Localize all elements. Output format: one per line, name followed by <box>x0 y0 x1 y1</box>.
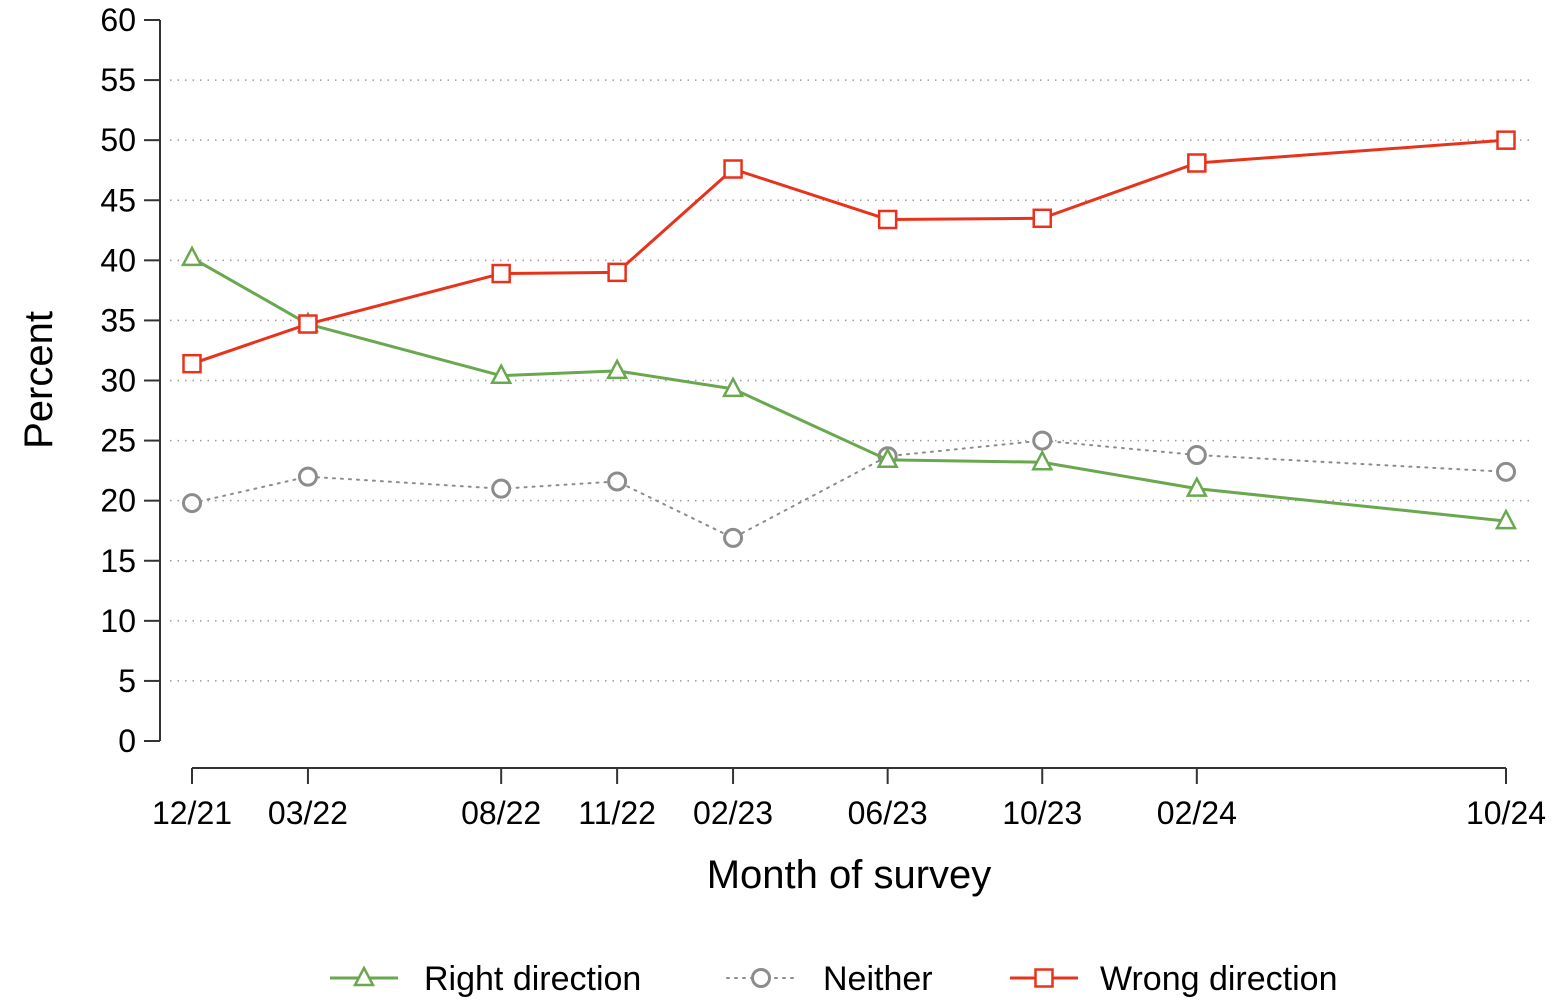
data-point-wrong-direction <box>1032 208 1052 229</box>
y-tick-label: 0 <box>118 723 136 759</box>
x-tick-label: 06/23 <box>848 795 928 831</box>
data-point-wrong-direction <box>607 262 627 283</box>
data-point-neither <box>1186 445 1207 466</box>
series-line-neither <box>191 439 1507 539</box>
y-tick-label: 45 <box>100 182 136 218</box>
axes: 0 5 10 15 20 25 30 35 40 45 50 55 60 12/21 03/22 08/22 1… <box>100 2 1546 831</box>
x-tick-label: 02/24 <box>1157 795 1237 831</box>
data-point-right-direction <box>721 376 745 398</box>
data-point-right-direction <box>876 447 899 469</box>
legend-marker <box>1034 968 1054 988</box>
data-point-right-direction <box>1031 449 1054 471</box>
x-tick-label: 10/24 <box>1466 795 1546 831</box>
data-point-neither <box>1496 461 1516 482</box>
y-tick-label: 5 <box>118 663 136 699</box>
series-wrong-direction <box>182 130 1516 374</box>
data-point-wrong-direction <box>491 263 511 284</box>
data-point-right-direction <box>180 245 204 267</box>
data-point-right-direction <box>1185 475 1208 497</box>
y-tick-label: 35 <box>100 302 136 338</box>
y-tick-label: 50 <box>100 122 136 158</box>
legend-item-neither: Neither <box>726 960 933 998</box>
x-tick-label: 11/22 <box>578 795 656 831</box>
y-tick-label: 30 <box>100 363 136 399</box>
data-point-wrong-direction <box>182 353 202 374</box>
data-point-neither <box>1032 430 1053 451</box>
data-point-wrong-direction <box>877 209 898 230</box>
y-tick-label: 15 <box>100 543 136 579</box>
series-right-direction <box>180 245 1518 530</box>
legend-marker <box>352 965 376 987</box>
data-point-wrong-direction <box>723 159 743 179</box>
x-tick-label: 02/23 <box>693 795 773 831</box>
data-point-wrong-direction <box>1496 130 1516 150</box>
y-tick-label: 10 <box>100 603 136 639</box>
legend-item-right-direction: Right direction <box>330 960 641 998</box>
data-point-neither <box>182 493 202 514</box>
data-point-neither <box>607 471 628 492</box>
data-point-wrong-direction <box>1187 153 1207 173</box>
gridlines <box>170 79 1535 682</box>
data-point-right-direction <box>1494 508 1518 530</box>
x-axis-title: Month of survey <box>707 853 992 897</box>
legend-marker <box>751 968 771 988</box>
series-layer <box>180 130 1518 548</box>
legend: Right direction Neither Wrong direction <box>330 960 1338 998</box>
data-point-neither <box>491 478 512 499</box>
y-tick-label: 40 <box>100 242 136 278</box>
data-point-right-direction <box>490 363 513 384</box>
legend-label: Wrong direction <box>1100 960 1338 998</box>
y-tick-label: 60 <box>100 2 136 38</box>
y-tick-label: 20 <box>100 483 136 519</box>
x-tick-label: 12/21 <box>152 795 232 831</box>
data-point-neither <box>297 466 318 487</box>
x-tick-label: 08/22 <box>461 795 541 831</box>
series-line-wrong-direction <box>191 138 1507 366</box>
data-point-wrong-direction <box>298 314 318 334</box>
legend-label: Neither <box>823 960 933 998</box>
x-tick-label: 03/22 <box>268 795 348 831</box>
y-axis-title: Percent <box>17 311 61 449</box>
series-neither <box>182 430 1516 548</box>
y-tick-label: 55 <box>100 62 136 98</box>
data-point-right-direction <box>606 358 629 380</box>
legend-item-wrong-direction: Wrong direction <box>1010 960 1338 998</box>
data-point-neither <box>723 527 744 548</box>
y-tick-label: 25 <box>100 423 136 459</box>
legend-label: Right direction <box>424 960 641 998</box>
x-tick-label: 10/23 <box>1002 795 1082 831</box>
